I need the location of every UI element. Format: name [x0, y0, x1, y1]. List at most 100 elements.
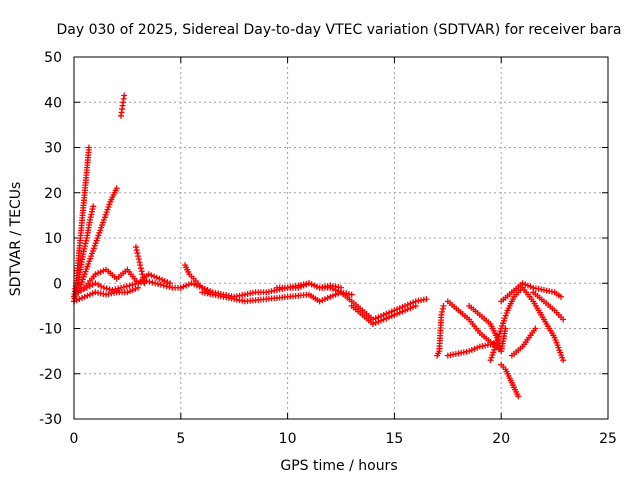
data-point-marker [95, 270, 102, 277]
data-point-marker [375, 318, 382, 325]
data-point-marker [120, 284, 127, 291]
data-point-marker [100, 267, 107, 274]
grid-lines [74, 57, 608, 419]
data-point-marker [137, 262, 144, 269]
data-point-marker [180, 283, 187, 290]
data-point-marker [157, 281, 164, 288]
data-point-marker [383, 315, 390, 322]
y-tick-label: -30 [39, 412, 62, 428]
data-point-marker [141, 280, 148, 287]
data-point-marker [494, 336, 501, 343]
data-point-marker [524, 282, 531, 289]
data-point-marker [84, 292, 91, 299]
x-tick-label: 20 [492, 431, 510, 447]
series-scatter-17 [434, 302, 447, 359]
data-point-marker [153, 274, 160, 281]
data-point-marker [133, 247, 140, 254]
data-point-marker [85, 144, 92, 151]
data-point-marker [106, 286, 113, 293]
data-point-marker [388, 313, 395, 320]
data-point-marker [308, 281, 315, 288]
y-tick-label: 40 [44, 95, 62, 111]
data-point-marker [196, 283, 203, 290]
data-point-marker [560, 316, 567, 323]
data-point-marker [468, 346, 475, 353]
data-point-marker [139, 271, 146, 278]
series-mid-lower [199, 289, 344, 305]
data-point-marker [522, 281, 529, 288]
data-point-marker [396, 309, 403, 316]
data-point-marker [466, 348, 473, 355]
data-point-marker [527, 283, 534, 290]
data-point-marker [148, 272, 155, 279]
y-tick-label: -10 [39, 322, 62, 338]
data-point-marker [439, 305, 446, 312]
data-point-marker [140, 277, 147, 284]
data-point-marker [155, 281, 162, 288]
data-point-marker [439, 308, 446, 315]
y-tick-label: -20 [39, 367, 62, 383]
x-tick-label: 10 [279, 431, 297, 447]
data-point-marker [160, 282, 167, 289]
data-point-marker [159, 276, 166, 283]
data-point-marker [558, 293, 565, 300]
data-point-marker [152, 280, 159, 287]
data-point-marker [92, 271, 99, 278]
data-point-marker [386, 314, 393, 321]
data-point-marker [129, 281, 136, 288]
data-point-marker [493, 339, 500, 346]
chart-title: Day 030 of 2025, Sidereal Day-to-day VTE… [56, 22, 621, 38]
data-point-marker [97, 268, 104, 275]
plot-frame [73, 56, 609, 420]
data-point-marker [129, 287, 136, 294]
data-point-marker [329, 292, 336, 299]
x-tick-label: 0 [70, 431, 79, 447]
data-point-marker [146, 278, 153, 285]
data-point-marker [177, 284, 184, 291]
data-point-marker [137, 265, 144, 272]
series-late-descend-2 [530, 289, 567, 323]
data-point-marker [76, 296, 83, 303]
data-point-marker [115, 285, 122, 292]
y-tick-label: 0 [53, 276, 62, 292]
data-point-marker [474, 344, 481, 351]
data-point-marker [497, 328, 504, 335]
data-point-marker [151, 273, 158, 280]
series-spike-40 [117, 92, 128, 119]
data-point-marker [163, 283, 170, 290]
data-point-marker [313, 283, 320, 290]
data-point-marker [515, 393, 522, 400]
data-point-marker [321, 296, 328, 303]
data-point-marker [316, 298, 323, 305]
data-point-marker [167, 280, 174, 287]
data-point-marker [103, 285, 110, 292]
data-point-marker [332, 291, 339, 298]
data-point-marker [136, 259, 143, 266]
data-point-marker [560, 357, 567, 364]
data-point-marker [164, 279, 171, 286]
y-tick-label: 20 [44, 186, 62, 202]
data-point-marker [124, 289, 131, 296]
data-point-marker [324, 294, 331, 301]
data-point-marker [378, 317, 385, 324]
data-point-marker [123, 283, 130, 290]
x-tick-label: 25 [599, 431, 617, 447]
data-point-marker [193, 282, 200, 289]
data-point-marker [487, 341, 494, 348]
data-point-marker [183, 282, 190, 289]
series-mid-upper [273, 280, 344, 291]
data-point-marker [440, 302, 447, 309]
series-rise-to-20 [75, 185, 120, 296]
data-point-marker [305, 280, 312, 287]
data-point-marker [87, 291, 94, 298]
y-tick-label: 30 [44, 141, 62, 157]
data-point-marker [121, 92, 128, 99]
data-point-marker [311, 282, 318, 289]
data-point-marker [380, 316, 387, 323]
data-point-marker [117, 284, 124, 291]
data-point-marker [132, 244, 139, 251]
data-points [71, 92, 567, 400]
data-point-marker [90, 203, 97, 210]
data-point-marker [89, 290, 96, 297]
data-point-marker [335, 290, 342, 297]
